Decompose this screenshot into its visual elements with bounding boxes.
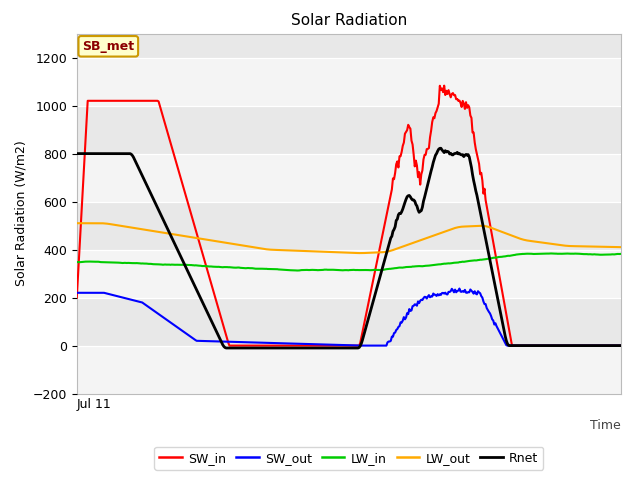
Bar	[77, 58, 621, 106]
Bar	[77, 250, 621, 298]
Text: SB_met: SB_met	[82, 40, 134, 53]
Text: Time: Time	[590, 419, 621, 432]
Bar	[77, 346, 621, 394]
Title: Solar Radiation: Solar Radiation	[291, 13, 407, 28]
Bar	[77, 154, 621, 202]
Legend: SW_in, SW_out, LW_in, LW_out, Rnet: SW_in, SW_out, LW_in, LW_out, Rnet	[154, 447, 543, 469]
Y-axis label: Solar Radiation (W/m2): Solar Radiation (W/m2)	[14, 141, 27, 287]
